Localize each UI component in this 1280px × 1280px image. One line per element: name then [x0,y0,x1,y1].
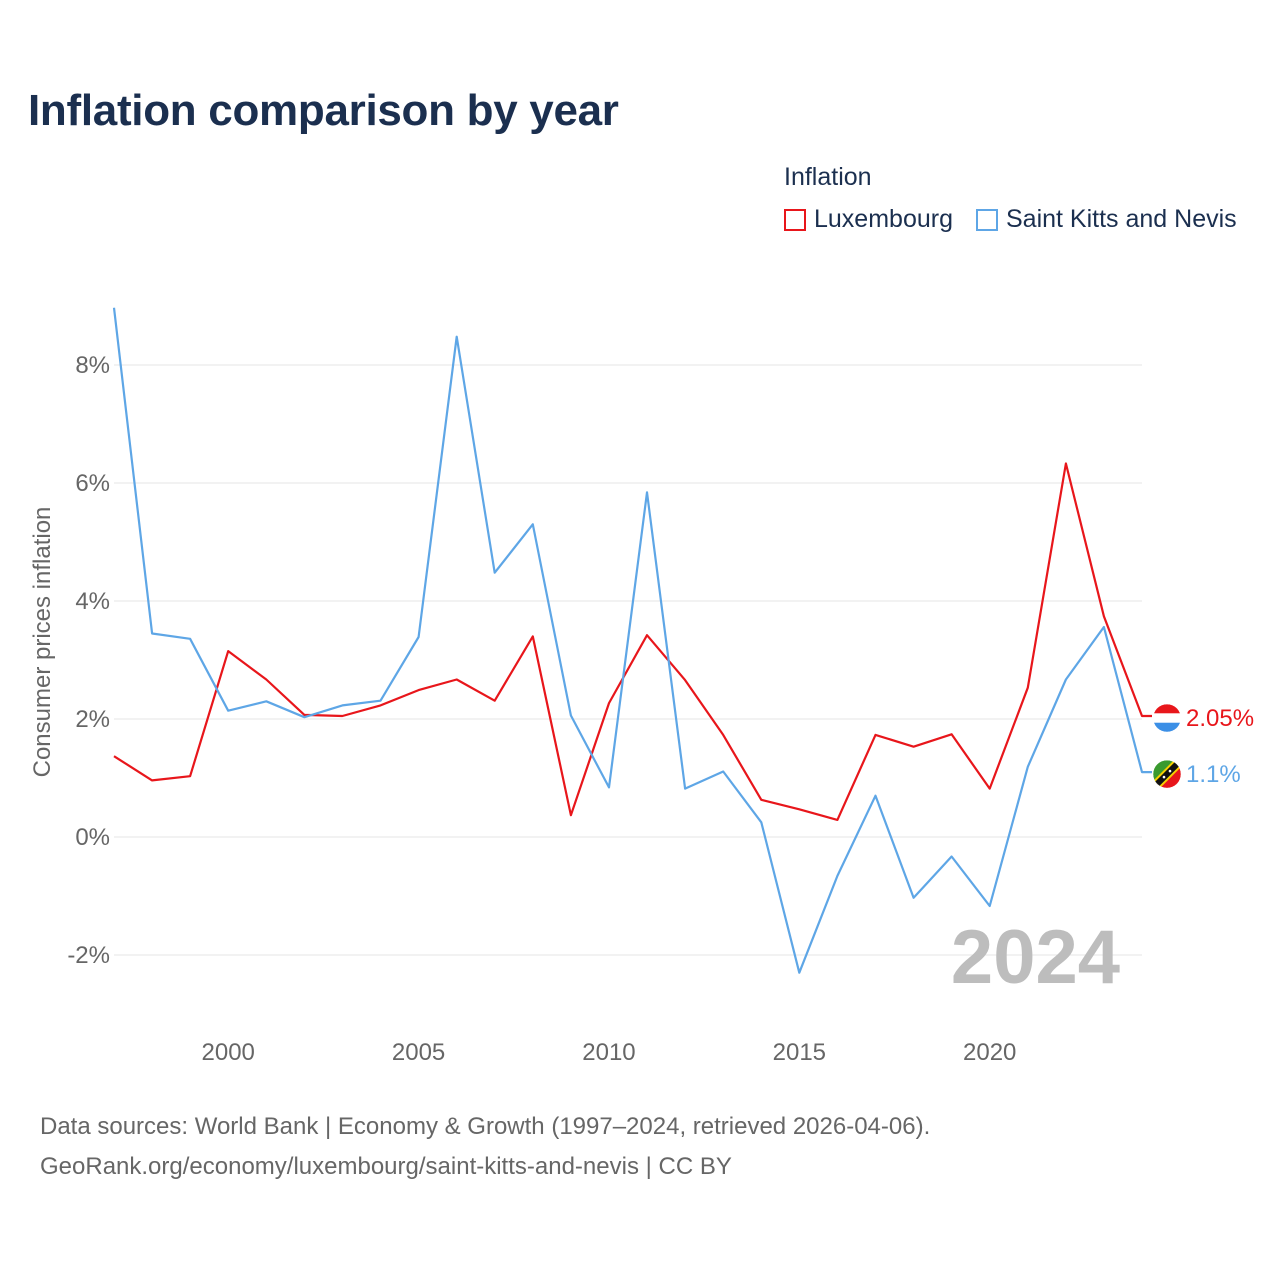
y-axis: -2% 0% 2% 4% 6% 8% [67,352,110,969]
series-line-saint-kitts-and-nevis[interactable] [112,307,1152,974]
legend-label-saint-kitts-and-nevis: Saint Kitts and Nevis [1006,205,1237,233]
end-value-label-luxembourg: 2.05% [1186,705,1254,732]
chart-title: Inflation comparison by year [28,86,619,135]
source-line-1: Data sources: World Bank | Economy & Gro… [40,1113,931,1140]
legend-item-luxembourg[interactable]: Luxembourg [784,205,953,234]
y-axis-label: Consumer prices inflation [29,507,56,778]
x-tick-label: 2000 [202,1039,255,1066]
source-line-2: GeoRank.org/economy/luxembourg/saint-kit… [40,1153,732,1180]
x-axis: 2000 2005 2010 2015 2020 [202,1039,1017,1066]
legend-swatch-luxembourg [784,208,806,231]
line-chart: -2% 0% 2% 4% 6% 8% 2000 2005 2010 2015 2020 Consu… [29,307,1254,1066]
x-tick-label: 2015 [773,1039,826,1066]
flag-icon-saint-kitts-and-nevis [1152,759,1182,789]
y-tick-label: 4% [75,588,110,615]
grid-lines [114,364,1142,956]
flag-icon-luxembourg [1152,703,1182,733]
x-tick-label: 2005 [392,1039,445,1066]
legend-title: Inflation [784,163,872,191]
y-tick-label: -2% [67,942,110,969]
x-tick-label: 2020 [963,1039,1016,1066]
y-tick-label: 2% [75,706,110,733]
year-watermark: 2024 [951,915,1120,1000]
series-line-luxembourg[interactable] [113,462,1152,822]
end-markers: 2.05% 1.1% [1152,703,1254,789]
y-tick-label: 0% [75,824,110,851]
legend-item-saint-kitts-and-nevis[interactable]: Saint Kitts and Nevis [976,205,1237,234]
x-tick-label: 2010 [582,1039,635,1066]
legend-label-luxembourg: Luxembourg [814,205,953,233]
end-value-label-saint-kitts-and-nevis: 1.1% [1186,761,1241,788]
y-tick-label: 6% [75,470,110,497]
legend-swatch-saint-kitts-and-nevis [976,208,998,231]
source-note: Data sources: World Bank | Economy & Gro… [40,1107,930,1187]
y-tick-label: 8% [75,352,110,379]
series-lines [112,307,1152,974]
